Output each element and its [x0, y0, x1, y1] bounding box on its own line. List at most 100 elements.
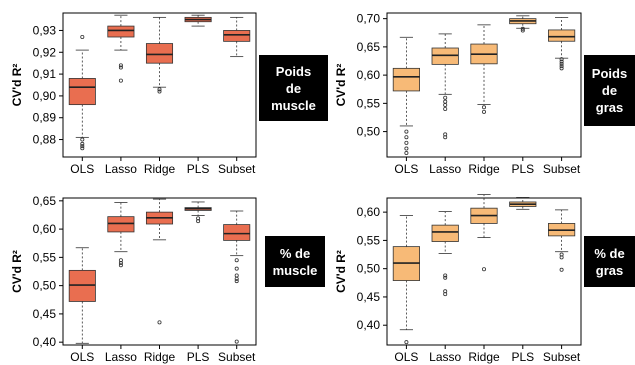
box-lasso [431, 47, 459, 65]
outlier-point [559, 57, 564, 62]
y-tick-label: 0,65 [357, 40, 381, 54]
outlier-point [234, 273, 239, 278]
outlier-point [481, 109, 486, 114]
y-tick-label: 0,40 [33, 335, 57, 349]
y-tick-label: 0,88 [33, 133, 57, 147]
outlier-point [443, 95, 448, 100]
outlier-point [520, 28, 525, 33]
x-tick-label: OLS [70, 162, 94, 176]
outlier-point [443, 275, 448, 280]
panel-label-poids-gras: Poids de gras [584, 55, 635, 126]
y-tick-label: 0,60 [33, 222, 57, 236]
y-tick-label: 0,89 [33, 111, 57, 125]
y-tick-label: 0,45 [33, 307, 57, 321]
x-tick-label: Ridge [468, 350, 500, 364]
outlier-point [520, 26, 525, 31]
outlier-point [443, 103, 448, 108]
box-ridge [145, 43, 174, 64]
outlier-point [404, 135, 409, 140]
y-tick-label: 0,55 [357, 233, 381, 247]
y-tick-label: 0,50 [357, 262, 381, 276]
panel-label-line: muscle [271, 97, 316, 113]
box-lasso [107, 216, 135, 233]
y-tick-label: 0,60 [357, 205, 381, 219]
panel-label-line: muscle [272, 262, 318, 278]
outlier-point [234, 266, 239, 271]
outlier-point [80, 137, 85, 142]
outlier-point [196, 219, 201, 224]
outlier-point [443, 99, 448, 104]
x-tick-label: Ridge [144, 350, 176, 364]
panel-label-line: de [601, 83, 618, 98]
x-tick-label: PLS [511, 162, 534, 176]
panel-label-line: Poids [591, 66, 628, 81]
outlier-point [118, 65, 123, 70]
outlier-point [80, 141, 85, 146]
box-subset [223, 30, 251, 42]
outlier-point [118, 78, 123, 83]
chart-panel-2: 0,40 0,45 0,50 0,55 0,60 0,65 CV'd R² OLS Lasso R… [10, 194, 257, 364]
outlier-point [481, 267, 486, 272]
panel-label-line: gras [595, 262, 624, 278]
box-lasso [107, 25, 135, 38]
y-axis-label: CV'd R² [10, 64, 24, 107]
chart-panel-3: 0,40 0,45 0,50 0,55 0,60 CV'd R² OLS Lasso Ridge… [334, 194, 582, 364]
y-tick-label: 0,55 [357, 96, 381, 110]
outlier-point [234, 339, 239, 344]
panel-label-pct-muscle: % de muscle [265, 236, 325, 287]
outlier-point [404, 140, 409, 145]
outlier-point [404, 151, 409, 156]
y-tick-label: 0,50 [33, 279, 57, 293]
y-tick-label: 0,55 [33, 250, 57, 264]
outlier-point [157, 89, 162, 94]
y-tick-label: 0,40 [357, 318, 381, 332]
outlier-point [118, 261, 123, 266]
y-tick-label: 0,60 [357, 68, 381, 82]
outlier-point [157, 320, 162, 325]
x-tick-label: Lasso [105, 350, 137, 364]
y-tick-label: 0,65 [33, 194, 57, 208]
outlier-point [404, 129, 409, 134]
chart-panel-0: 0,88 0,89 0,90 0,91 0,92 0,93 CV'd R² OLS Lasso R… [10, 12, 257, 176]
box-ols [392, 67, 420, 92]
box-subset [223, 224, 251, 241]
outlier-point [443, 292, 448, 297]
outlier-point [559, 66, 564, 71]
y-tick-label: 0,91 [33, 67, 57, 81]
panel-label-line: gras [595, 100, 624, 115]
panel-label-line: Poids [275, 63, 312, 79]
x-tick-label: OLS [70, 350, 94, 364]
outlier-point [481, 105, 486, 110]
outlier-point [157, 87, 162, 92]
x-tick-label: Ridge [144, 162, 176, 176]
box-subset [548, 29, 576, 42]
outlier-point [80, 35, 85, 40]
x-tick-label: OLS [394, 162, 418, 176]
x-tick-label: PLS [511, 350, 534, 364]
x-tick-label: Lasso [429, 350, 461, 364]
x-tick-label: Subset [543, 350, 581, 364]
outlier-point [118, 63, 123, 68]
outlier-point [559, 59, 564, 64]
outlier-point [559, 267, 564, 272]
outlier-point [234, 276, 239, 281]
x-tick-label: Subset [218, 350, 256, 364]
x-tick-label: PLS [187, 350, 210, 364]
x-tick-label: Subset [218, 162, 256, 176]
panel-label-line: % de [594, 245, 625, 261]
x-tick-label: OLS [394, 350, 418, 364]
box-ols [68, 269, 96, 302]
y-tick-label: 0,50 [357, 125, 381, 139]
panel-label-line: % de [279, 245, 311, 261]
y-tick-label: 0,70 [357, 12, 381, 26]
x-tick-label: Ridge [468, 162, 500, 176]
x-tick-label: Lasso [429, 162, 461, 176]
panel-label-poids-muscle: Poids de muscle [259, 55, 328, 121]
y-axis-label: CV'd R² [334, 64, 348, 107]
outlier-point [443, 107, 448, 112]
panel-label-line: de [285, 80, 302, 96]
y-tick-label: 0,45 [357, 290, 381, 304]
y-axis-label: CV'd R² [10, 250, 24, 293]
outlier-point [559, 61, 564, 66]
